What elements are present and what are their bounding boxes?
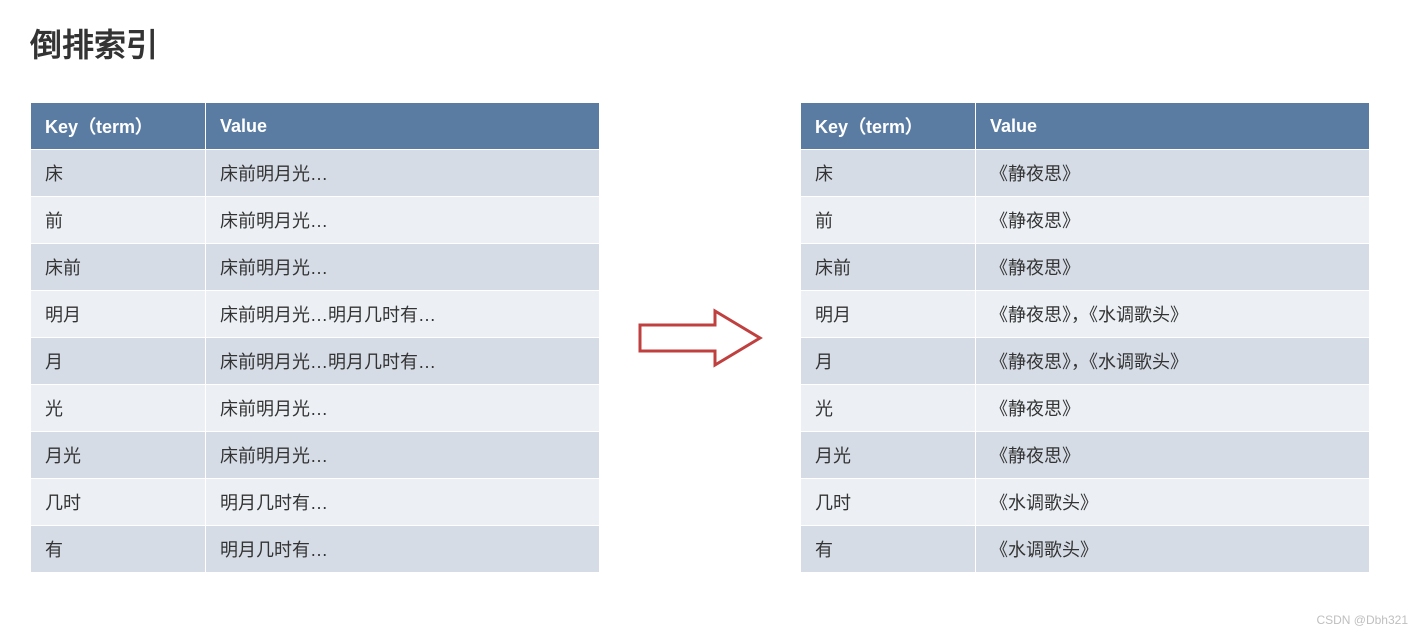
table-row: 床前床前明月光… [31, 244, 600, 291]
cell-value: 床前明月光… [206, 385, 600, 432]
cell-value: 《水调歌头》 [976, 526, 1370, 573]
cell-value: 床前明月光… [206, 432, 600, 479]
cell-key: 几时 [801, 479, 976, 526]
cell-key: 月光 [801, 432, 976, 479]
cell-key: 明月 [31, 291, 206, 338]
cell-key: 有 [801, 526, 976, 573]
table-row: 有《水调歌头》 [801, 526, 1370, 573]
cell-key: 床前 [31, 244, 206, 291]
right-table-header-key: Key（term） [801, 103, 976, 150]
table-row: 月《静夜思》，《水调歌头》 [801, 338, 1370, 385]
cell-key: 床 [801, 150, 976, 197]
cell-value: 床前明月光…明月几时有… [206, 291, 600, 338]
cell-value: 《静夜思》，《水调歌头》 [976, 291, 1370, 338]
cell-key: 前 [31, 197, 206, 244]
cell-value: 《静夜思》 [976, 197, 1370, 244]
cell-value: 床前明月光… [206, 197, 600, 244]
cell-key: 月 [801, 338, 976, 385]
table-row: 有明月几时有… [31, 526, 600, 573]
cell-value: 《静夜思》 [976, 432, 1370, 479]
table-row: 床床前明月光… [31, 150, 600, 197]
cell-key: 月光 [31, 432, 206, 479]
arrow-right-icon [635, 303, 765, 373]
cell-value: 床前明月光… [206, 150, 600, 197]
table-row: 床前《静夜思》 [801, 244, 1370, 291]
cell-value: 《静夜思》 [976, 244, 1370, 291]
cell-key: 前 [801, 197, 976, 244]
cell-value: 《静夜思》 [976, 385, 1370, 432]
cell-key: 月 [31, 338, 206, 385]
table-row: 前床前明月光… [31, 197, 600, 244]
cell-key: 几时 [31, 479, 206, 526]
cell-key: 床 [31, 150, 206, 197]
left-table-header-key: Key（term） [31, 103, 206, 150]
cell-value: 明月几时有… [206, 526, 600, 573]
right-table: Key（term） Value 床《静夜思》 前《静夜思》 床前《静夜思》 明月… [800, 102, 1370, 573]
left-table: Key（term） Value 床床前明月光… 前床前明月光… 床前床前明月光…… [30, 102, 600, 573]
table-row: 光床前明月光… [31, 385, 600, 432]
cell-value: 《水调歌头》 [976, 479, 1370, 526]
cell-key: 光 [31, 385, 206, 432]
cell-key: 床前 [801, 244, 976, 291]
page-title: 倒排索引 [30, 20, 1392, 66]
watermark-text: CSDN @Dbh321 [1316, 613, 1408, 627]
table-row: 月光《静夜思》 [801, 432, 1370, 479]
content-row: Key（term） Value 床床前明月光… 前床前明月光… 床前床前明月光…… [30, 102, 1392, 573]
left-table-header-value: Value [206, 103, 600, 150]
table-row: 光《静夜思》 [801, 385, 1370, 432]
table-row: 月光床前明月光… [31, 432, 600, 479]
table-row: 明月《静夜思》，《水调歌头》 [801, 291, 1370, 338]
cell-value: 床前明月光…明月几时有… [206, 338, 600, 385]
right-table-header-value: Value [976, 103, 1370, 150]
cell-value: 《静夜思》 [976, 150, 1370, 197]
cell-key: 光 [801, 385, 976, 432]
cell-key: 有 [31, 526, 206, 573]
table-row: 几时明月几时有… [31, 479, 600, 526]
cell-value: 《静夜思》，《水调歌头》 [976, 338, 1370, 385]
table-row: 几时《水调歌头》 [801, 479, 1370, 526]
arrow-container [630, 303, 770, 373]
cell-value: 床前明月光… [206, 244, 600, 291]
table-row: 床《静夜思》 [801, 150, 1370, 197]
table-row: 明月床前明月光…明月几时有… [31, 291, 600, 338]
cell-value: 明月几时有… [206, 479, 600, 526]
cell-key: 明月 [801, 291, 976, 338]
table-row: 月床前明月光…明月几时有… [31, 338, 600, 385]
table-row: 前《静夜思》 [801, 197, 1370, 244]
